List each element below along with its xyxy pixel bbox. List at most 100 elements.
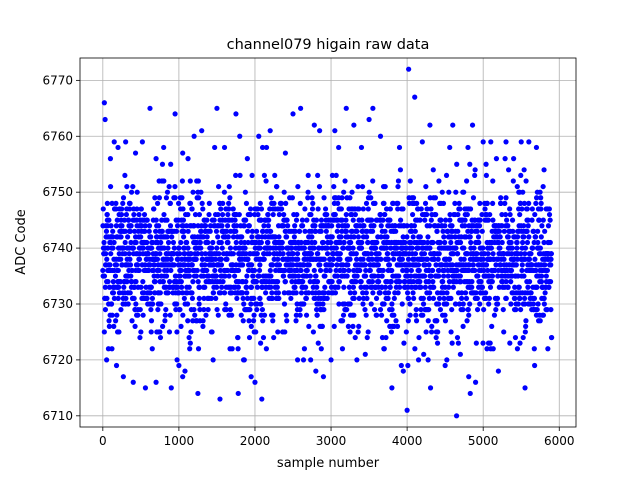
data-point <box>485 267 491 274</box>
data-point <box>128 273 134 279</box>
data-point <box>513 262 519 268</box>
data-point <box>480 256 486 262</box>
data-point <box>190 189 196 195</box>
data-point <box>168 161 174 167</box>
data-point <box>104 256 110 262</box>
data-point <box>514 234 521 240</box>
data-point <box>395 206 401 212</box>
data-point <box>267 267 273 274</box>
data-point <box>268 228 274 234</box>
data-point <box>469 279 475 285</box>
data-point <box>494 295 501 302</box>
data-point <box>433 211 439 218</box>
data-point <box>533 200 539 206</box>
data-point <box>467 161 473 167</box>
data-point <box>187 200 194 206</box>
data-point <box>152 195 158 201</box>
data-point <box>358 279 364 285</box>
data-point <box>472 379 479 385</box>
data-point <box>475 273 481 279</box>
data-point <box>376 251 382 257</box>
data-point <box>362 306 368 313</box>
data-point <box>256 273 262 279</box>
data-point <box>354 357 360 363</box>
data-point <box>195 178 201 184</box>
data-point <box>361 223 367 229</box>
data-point <box>187 346 193 352</box>
data-point <box>448 295 454 302</box>
data-point <box>301 301 307 307</box>
data-point <box>270 262 276 268</box>
data-point <box>276 295 282 302</box>
data-point <box>542 228 548 234</box>
data-point <box>214 284 220 290</box>
data-point <box>426 262 432 268</box>
data-point <box>532 256 538 262</box>
data-point <box>503 195 509 201</box>
data-point <box>490 346 496 352</box>
data-point <box>453 413 460 419</box>
data-point <box>440 290 446 296</box>
data-point <box>399 301 405 307</box>
data-point <box>462 217 468 223</box>
data-point <box>260 228 266 234</box>
data-point <box>133 239 139 246</box>
data-point <box>110 290 117 296</box>
data-point <box>298 267 304 274</box>
data-point <box>448 239 454 246</box>
data-point <box>526 256 533 262</box>
data-point <box>263 290 269 296</box>
data-point <box>334 273 341 279</box>
data-point <box>538 206 544 212</box>
data-point <box>235 267 242 274</box>
data-point <box>302 228 308 234</box>
data-point <box>404 407 410 413</box>
data-point <box>239 234 245 240</box>
data-point <box>251 295 257 302</box>
data-point <box>356 323 362 329</box>
data-point <box>488 139 494 145</box>
data-point <box>164 234 170 240</box>
data-point <box>470 195 477 201</box>
data-point <box>531 346 537 352</box>
data-point <box>194 267 200 274</box>
data-point <box>441 295 447 302</box>
data-point <box>373 295 380 302</box>
data-point <box>203 312 209 318</box>
data-point <box>368 301 374 307</box>
data-point <box>188 251 194 257</box>
data-point <box>381 301 387 307</box>
data-point <box>294 301 300 307</box>
data-point <box>329 262 335 268</box>
data-point <box>244 290 250 296</box>
data-point <box>477 217 483 223</box>
data-point <box>243 200 250 206</box>
data-point <box>282 329 288 335</box>
data-point <box>353 279 359 285</box>
data-point <box>497 234 503 240</box>
data-point <box>390 256 397 262</box>
data-point <box>358 144 365 151</box>
data-point <box>124 183 130 190</box>
data-point <box>351 312 357 318</box>
data-point <box>540 312 547 318</box>
data-point <box>173 228 180 234</box>
data-point <box>254 306 260 313</box>
data-point <box>415 357 422 363</box>
data-point <box>400 234 406 240</box>
data-point <box>271 334 277 341</box>
data-point <box>466 262 472 268</box>
data-point <box>417 279 423 285</box>
data-point <box>251 312 257 318</box>
data-point <box>367 267 373 274</box>
data-point <box>329 234 335 240</box>
data-point <box>141 211 148 218</box>
data-point <box>351 234 357 240</box>
data-point <box>458 279 464 285</box>
data-point <box>240 262 246 268</box>
data-point <box>233 111 239 117</box>
data-point <box>348 239 354 246</box>
data-point <box>505 167 512 173</box>
data-point <box>544 267 550 274</box>
data-point <box>332 290 339 296</box>
